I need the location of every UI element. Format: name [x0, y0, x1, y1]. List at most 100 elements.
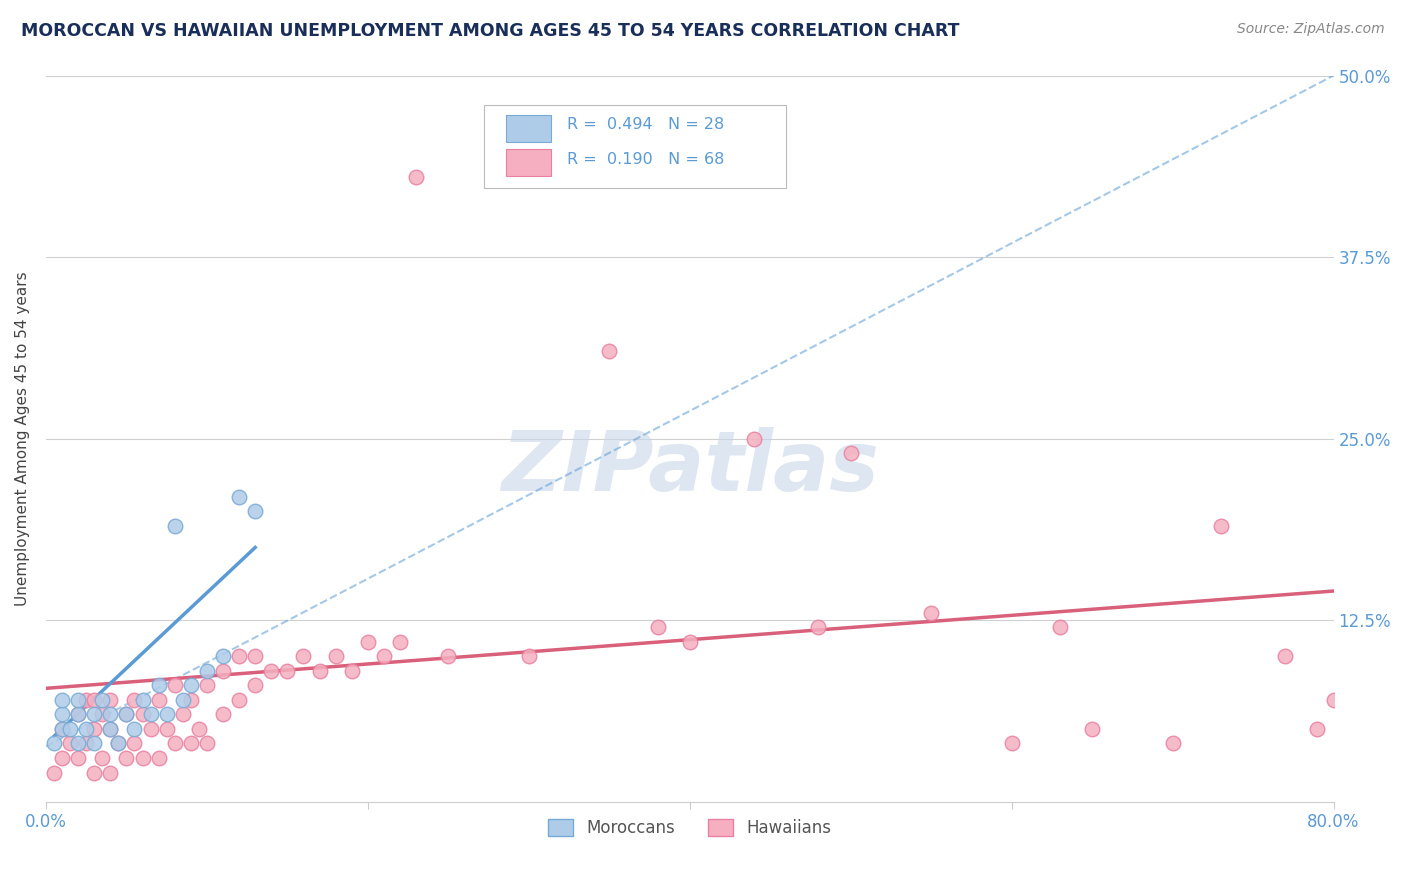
Point [83, 737, 105, 751]
Point [124, 737, 146, 751]
Point [228, 490, 250, 504]
Point [228, 693, 250, 707]
Point [187, 722, 209, 736]
Point [91, 751, 114, 765]
Point [67, 707, 90, 722]
Point [679, 635, 702, 649]
Text: R =  0.494   N = 28: R = 0.494 N = 28 [568, 118, 724, 132]
Point [195, 664, 218, 678]
Point [172, 693, 194, 707]
Point [245, 649, 267, 664]
Point [83, 765, 105, 780]
Point [276, 664, 298, 678]
Point [75, 737, 97, 751]
Point [83, 722, 105, 736]
Point [98, 722, 121, 736]
Point [598, 344, 620, 359]
Point [1081, 722, 1104, 736]
Point [42, 737, 65, 751]
Text: R =  0.190   N = 68: R = 0.190 N = 68 [568, 152, 725, 167]
Point [115, 751, 138, 765]
Point [98, 693, 121, 707]
Point [1049, 620, 1071, 634]
Point [67, 707, 90, 722]
Point [340, 664, 363, 678]
Point [91, 707, 114, 722]
Point [1001, 737, 1024, 751]
Point [83, 707, 105, 722]
Point [124, 722, 146, 736]
Point [839, 446, 862, 460]
Point [172, 707, 194, 722]
Point [83, 693, 105, 707]
Point [42, 765, 65, 780]
Point [163, 737, 186, 751]
Point [405, 170, 427, 185]
Point [325, 649, 347, 664]
Text: Source: ZipAtlas.com: Source: ZipAtlas.com [1237, 22, 1385, 37]
Point [212, 707, 235, 722]
Point [59, 737, 82, 751]
Point [245, 678, 267, 692]
Point [59, 722, 82, 736]
Y-axis label: Unemployment Among Ages 45 to 54 years: Unemployment Among Ages 45 to 54 years [15, 271, 30, 606]
Point [920, 606, 942, 620]
Point [98, 722, 121, 736]
Point [67, 693, 90, 707]
Point [163, 678, 186, 692]
FancyBboxPatch shape [506, 115, 551, 143]
Point [75, 693, 97, 707]
Point [180, 737, 202, 751]
Point [156, 707, 179, 722]
Point [139, 722, 162, 736]
Point [195, 737, 218, 751]
Point [1209, 518, 1232, 533]
Point [292, 649, 315, 664]
Point [156, 722, 179, 736]
Point [373, 649, 395, 664]
Point [131, 693, 153, 707]
Point [148, 751, 170, 765]
Point [91, 693, 114, 707]
Point [742, 432, 765, 446]
Point [180, 693, 202, 707]
Point [131, 707, 153, 722]
Text: ZIPatlas: ZIPatlas [501, 427, 879, 508]
Point [51, 707, 73, 722]
Point [51, 722, 73, 736]
Point [517, 649, 540, 664]
Point [148, 678, 170, 692]
Point [807, 620, 830, 634]
Point [51, 722, 73, 736]
Point [98, 707, 121, 722]
Point [98, 765, 121, 780]
Point [245, 504, 267, 518]
Point [1161, 737, 1184, 751]
Point [357, 635, 380, 649]
Point [115, 707, 138, 722]
Point [1322, 693, 1344, 707]
Point [75, 722, 97, 736]
Point [163, 518, 186, 533]
Point [115, 707, 138, 722]
Point [212, 664, 235, 678]
Point [107, 737, 129, 751]
Point [148, 693, 170, 707]
Point [1274, 649, 1296, 664]
Point [180, 678, 202, 692]
Point [124, 693, 146, 707]
Point [67, 751, 90, 765]
Point [647, 620, 669, 634]
Point [131, 751, 153, 765]
Point [212, 649, 235, 664]
FancyBboxPatch shape [506, 149, 551, 177]
Point [228, 649, 250, 664]
Text: MOROCCAN VS HAWAIIAN UNEMPLOYMENT AMONG AGES 45 TO 54 YEARS CORRELATION CHART: MOROCCAN VS HAWAIIAN UNEMPLOYMENT AMONG … [21, 22, 959, 40]
FancyBboxPatch shape [484, 104, 786, 188]
Point [437, 649, 460, 664]
Point [107, 737, 129, 751]
Point [1306, 722, 1329, 736]
Point [389, 635, 412, 649]
Point [139, 707, 162, 722]
Point [260, 664, 283, 678]
